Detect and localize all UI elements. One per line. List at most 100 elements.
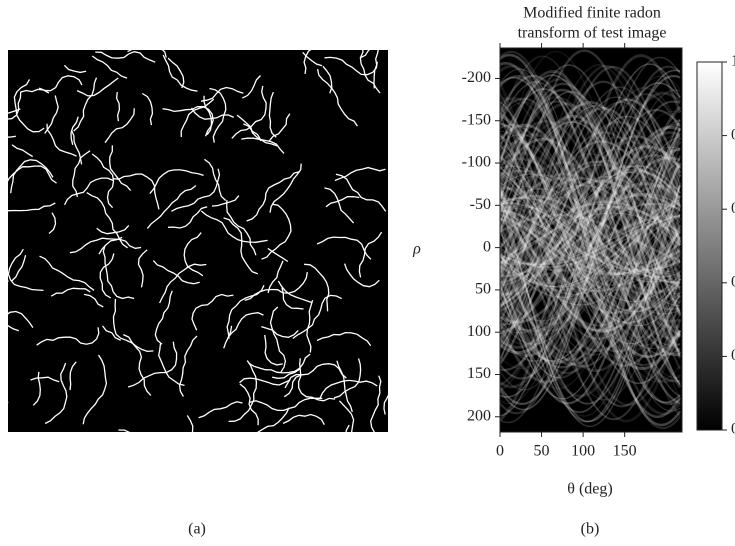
edge-stroke	[109, 145, 132, 192]
sinogram-curve	[500, 185, 681, 295]
sinogram-curve	[500, 56, 681, 424]
sinogram-curve	[500, 137, 681, 338]
colorbar-tick-label: 0.8	[731, 126, 735, 143]
sinogram-curve	[500, 134, 681, 346]
edge-stroke	[359, 50, 371, 59]
sinogram-curve	[500, 173, 681, 307]
edge-stroke	[8, 91, 22, 120]
sinogram-curve	[500, 213, 681, 262]
edge-stroke	[269, 163, 302, 213]
edge-stroke	[91, 55, 128, 79]
edge-stroke	[261, 203, 292, 260]
sinogram-curve	[500, 141, 682, 369]
colorbar-tick-label: 0.2	[731, 347, 735, 364]
sinogram-curve	[500, 76, 681, 404]
sinogram-curve	[500, 216, 681, 276]
edge-stroke	[239, 383, 259, 426]
sinogram-curve	[500, 206, 681, 286]
sinogram-curve	[500, 121, 681, 314]
sinogram-curve	[500, 203, 681, 291]
sinogram-curve	[500, 204, 681, 300]
sinogram-curve	[500, 183, 681, 423]
sinogram-curve	[500, 64, 682, 344]
sinogram-curve	[500, 133, 682, 367]
sinogram-curve	[500, 224, 681, 280]
sinogram-curve	[500, 135, 682, 340]
edge-stroke	[209, 87, 227, 143]
sinogram-curve	[500, 93, 681, 386]
edge-stroke	[8, 202, 56, 212]
colorbar-tick-label: 1	[731, 53, 735, 70]
edge-stroke	[292, 294, 342, 340]
sinogram-curve	[500, 119, 682, 299]
sinogram-curve	[500, 146, 681, 334]
sinogram-curve	[500, 148, 681, 309]
sinogram-curve	[500, 184, 681, 405]
edge-stroke	[267, 247, 289, 263]
sinogram-curve	[500, 195, 681, 340]
edge-stroke	[70, 116, 79, 145]
sinogram-curve	[500, 78, 681, 370]
sinogram-curve	[500, 172, 681, 289]
sinogram-curve	[500, 202, 681, 278]
sinogram-curve	[500, 206, 681, 274]
edge-stroke	[13, 79, 45, 133]
plot-frame	[499, 47, 683, 433]
y-axis-label: ρ	[412, 241, 421, 258]
edge-stroke	[149, 169, 204, 195]
colorbar	[696, 61, 723, 431]
edge-stroke	[8, 165, 57, 184]
heatmap-texture	[500, 49, 682, 430]
edge-stroke	[171, 168, 221, 212]
sinogram-curve	[500, 207, 681, 274]
edge-stroke	[204, 158, 227, 201]
sinogram-curve	[500, 203, 681, 278]
sinogram-curve	[500, 147, 681, 375]
edge-stroke	[303, 50, 312, 74]
sinogram-curve	[500, 173, 681, 314]
sinogram-curve	[500, 207, 681, 296]
edge-stroke	[95, 51, 156, 63]
y-tick-label: -100	[462, 154, 491, 171]
sinogram-curve	[500, 205, 681, 265]
sinogram-curve	[500, 149, 681, 331]
edge-stroke	[39, 255, 95, 291]
sinogram-curve	[500, 82, 681, 398]
sinogram-curve	[500, 166, 682, 398]
edge-stroke	[64, 177, 114, 206]
edge-stroke	[118, 429, 131, 432]
sinogram-curve	[500, 141, 681, 339]
edge-stroke	[73, 77, 98, 132]
sinogram-curve	[500, 202, 681, 332]
sinogram-curve	[500, 74, 681, 406]
sinogram-curve	[500, 202, 681, 278]
sinogram-curve	[500, 161, 681, 322]
edge-stroke	[336, 360, 353, 413]
sinogram-curve	[500, 200, 681, 264]
sinogram-curve	[500, 50, 681, 399]
sinogram-curve	[500, 65, 682, 362]
sinogram-curve	[500, 199, 681, 288]
sinogram-curve	[500, 75, 681, 405]
sinogram-curve	[500, 212, 681, 260]
sinogram-curve	[500, 174, 681, 423]
sinogram-curve	[500, 83, 682, 423]
sinogram-curve	[500, 68, 681, 412]
edge-stroke	[333, 358, 362, 399]
edge-stroke	[358, 231, 383, 278]
chart-title: Modified finite radon	[523, 5, 661, 22]
sinogram-curve	[500, 88, 682, 355]
sinogram-curve	[500, 146, 681, 337]
sinogram-curve	[500, 120, 682, 337]
edge-stroke	[178, 335, 198, 397]
sinogram-curve	[500, 86, 681, 392]
sinogram-curve	[500, 100, 681, 355]
sinogram-curve	[500, 63, 681, 417]
edge-stroke	[297, 358, 336, 402]
edge-stroke	[99, 253, 115, 299]
sinogram-curve	[500, 184, 681, 296]
edge-stroke	[102, 245, 135, 300]
edge-stroke	[8, 248, 44, 292]
sinogram-curve	[500, 69, 682, 389]
sinogram-curve	[500, 74, 681, 405]
